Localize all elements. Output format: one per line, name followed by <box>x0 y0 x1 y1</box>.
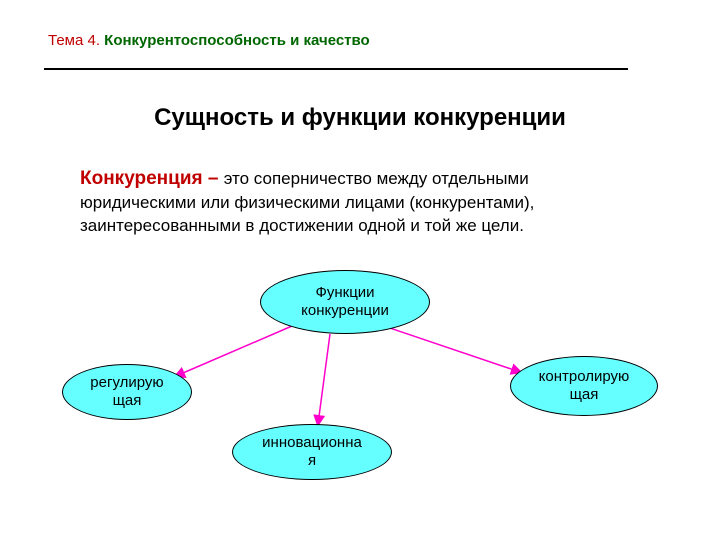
diagram-node-root: Функцииконкуренции <box>260 270 430 334</box>
diagram-edge <box>378 324 520 372</box>
topic-separator: . <box>96 32 104 49</box>
slide-title: Сущность и функции конкуренции <box>0 104 720 132</box>
diagram-edge <box>176 326 292 376</box>
header-divider <box>44 68 628 70</box>
diagram-node-reg: регулирующая <box>62 364 192 420</box>
functions-diagram: Функцииконкуренции регулирующая инновацион… <box>0 260 720 520</box>
topic-heading: Тема 4. Конкурентоспособность и качество <box>48 32 370 50</box>
definition-block: Конкуренция – это соперничество между от… <box>80 166 620 238</box>
diagram-node-innov: инновационная <box>232 424 392 480</box>
diagram-node-ctrl: контролирующая <box>510 356 658 416</box>
diagram-edge <box>318 334 330 424</box>
definition-term: Конкуренция – <box>80 168 224 189</box>
topic-prefix: Тема 4 <box>48 32 96 49</box>
topic-main: Конкурентоспособность и качество <box>104 32 370 49</box>
